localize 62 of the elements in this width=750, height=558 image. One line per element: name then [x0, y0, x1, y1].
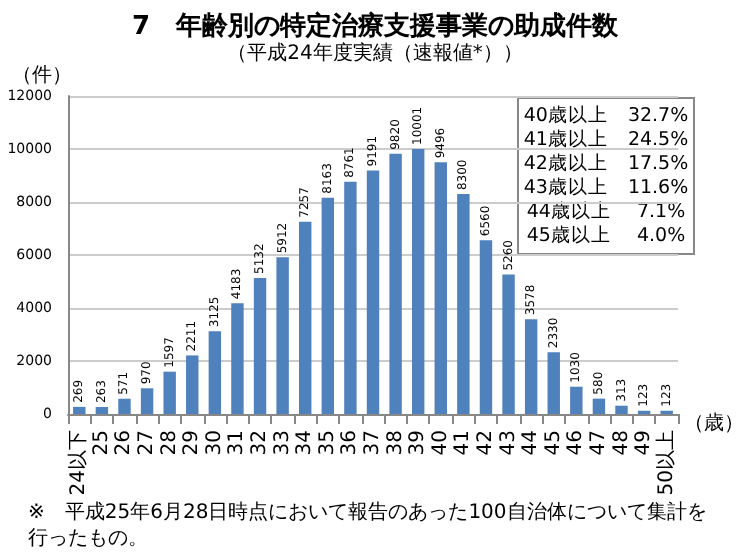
bar: [411, 148, 425, 414]
annotation: 42歳以上 17.5%: [523, 151, 689, 175]
x-tick-label: 47: [587, 430, 610, 456]
bar: [592, 398, 606, 414]
bar: [276, 257, 289, 414]
chart-subtitle: （平成24年度実績（速報値*））: [227, 41, 523, 65]
x-tick-label: 27: [136, 430, 159, 456]
x-tick-label: 30: [203, 430, 226, 456]
bar: [389, 153, 402, 414]
annotation: 45歳以上 4.0%: [526, 223, 686, 247]
x-tick-label: 24以下: [66, 430, 91, 496]
bar: [208, 331, 222, 414]
x-tick-label: 48: [610, 430, 633, 456]
bar: [163, 371, 176, 414]
y-axis-title: （件）: [12, 65, 72, 87]
bar: [321, 197, 335, 414]
annotation: 40歳以上 32.7%: [523, 103, 689, 127]
bar: [615, 405, 628, 414]
x-tick-label: 25: [90, 430, 113, 456]
bar: [524, 319, 538, 414]
bar: [95, 407, 109, 414]
x-tick-label: 42: [474, 430, 497, 456]
annotation: 41歳以上 24.5%: [523, 127, 689, 151]
x-tick-label: 43: [497, 430, 520, 456]
x-tick-label: 36: [339, 430, 362, 456]
x-tick-label: 26: [113, 430, 136, 456]
x-tick-label: 44: [520, 430, 543, 456]
bar: [479, 240, 493, 414]
bar: [547, 352, 560, 414]
bar: [366, 170, 380, 414]
x-tick-label: 28: [158, 430, 181, 456]
x-tick-label: 31: [226, 430, 249, 456]
x-tick-label: 33: [271, 430, 294, 456]
x-tick-label: 41: [452, 430, 475, 456]
chart-title: 7 年齢別の特定治療支援事業の助成件数: [131, 10, 621, 42]
bar: [434, 162, 447, 414]
x-tick-label: 29: [181, 430, 204, 456]
x-tick-label: 38: [384, 430, 407, 456]
bar: [253, 278, 267, 414]
bar: [457, 194, 470, 414]
x-tick-label: 46: [565, 430, 588, 456]
x-tick-label: 37: [362, 430, 384, 456]
bar: [502, 274, 515, 414]
x-tick-label: 50以上: [653, 430, 678, 496]
bar: [231, 303, 244, 414]
x-tick-label: 49: [633, 430, 656, 456]
text: ※ 平成25年6月28日時点において報告のあった100自治体について集計を行ったもの。: [28, 500, 707, 550]
bar: [140, 388, 154, 414]
bar: [344, 181, 357, 414]
annotation: 43歳以上 11.6%: [523, 175, 689, 199]
bar: [570, 386, 583, 414]
bar: [118, 398, 131, 414]
x-axis-title: （歳）: [684, 411, 744, 435]
bar: [73, 406, 86, 414]
x-tick-label: 45: [542, 430, 565, 456]
x-tick-label: 39: [407, 430, 430, 456]
bar: [299, 221, 312, 414]
x-tick-label: 40: [429, 430, 452, 456]
x-tick-label: 35: [316, 430, 339, 456]
x-tick-label: 32: [249, 430, 272, 456]
x-tick-label: 34: [294, 430, 317, 456]
bar: [186, 355, 199, 414]
